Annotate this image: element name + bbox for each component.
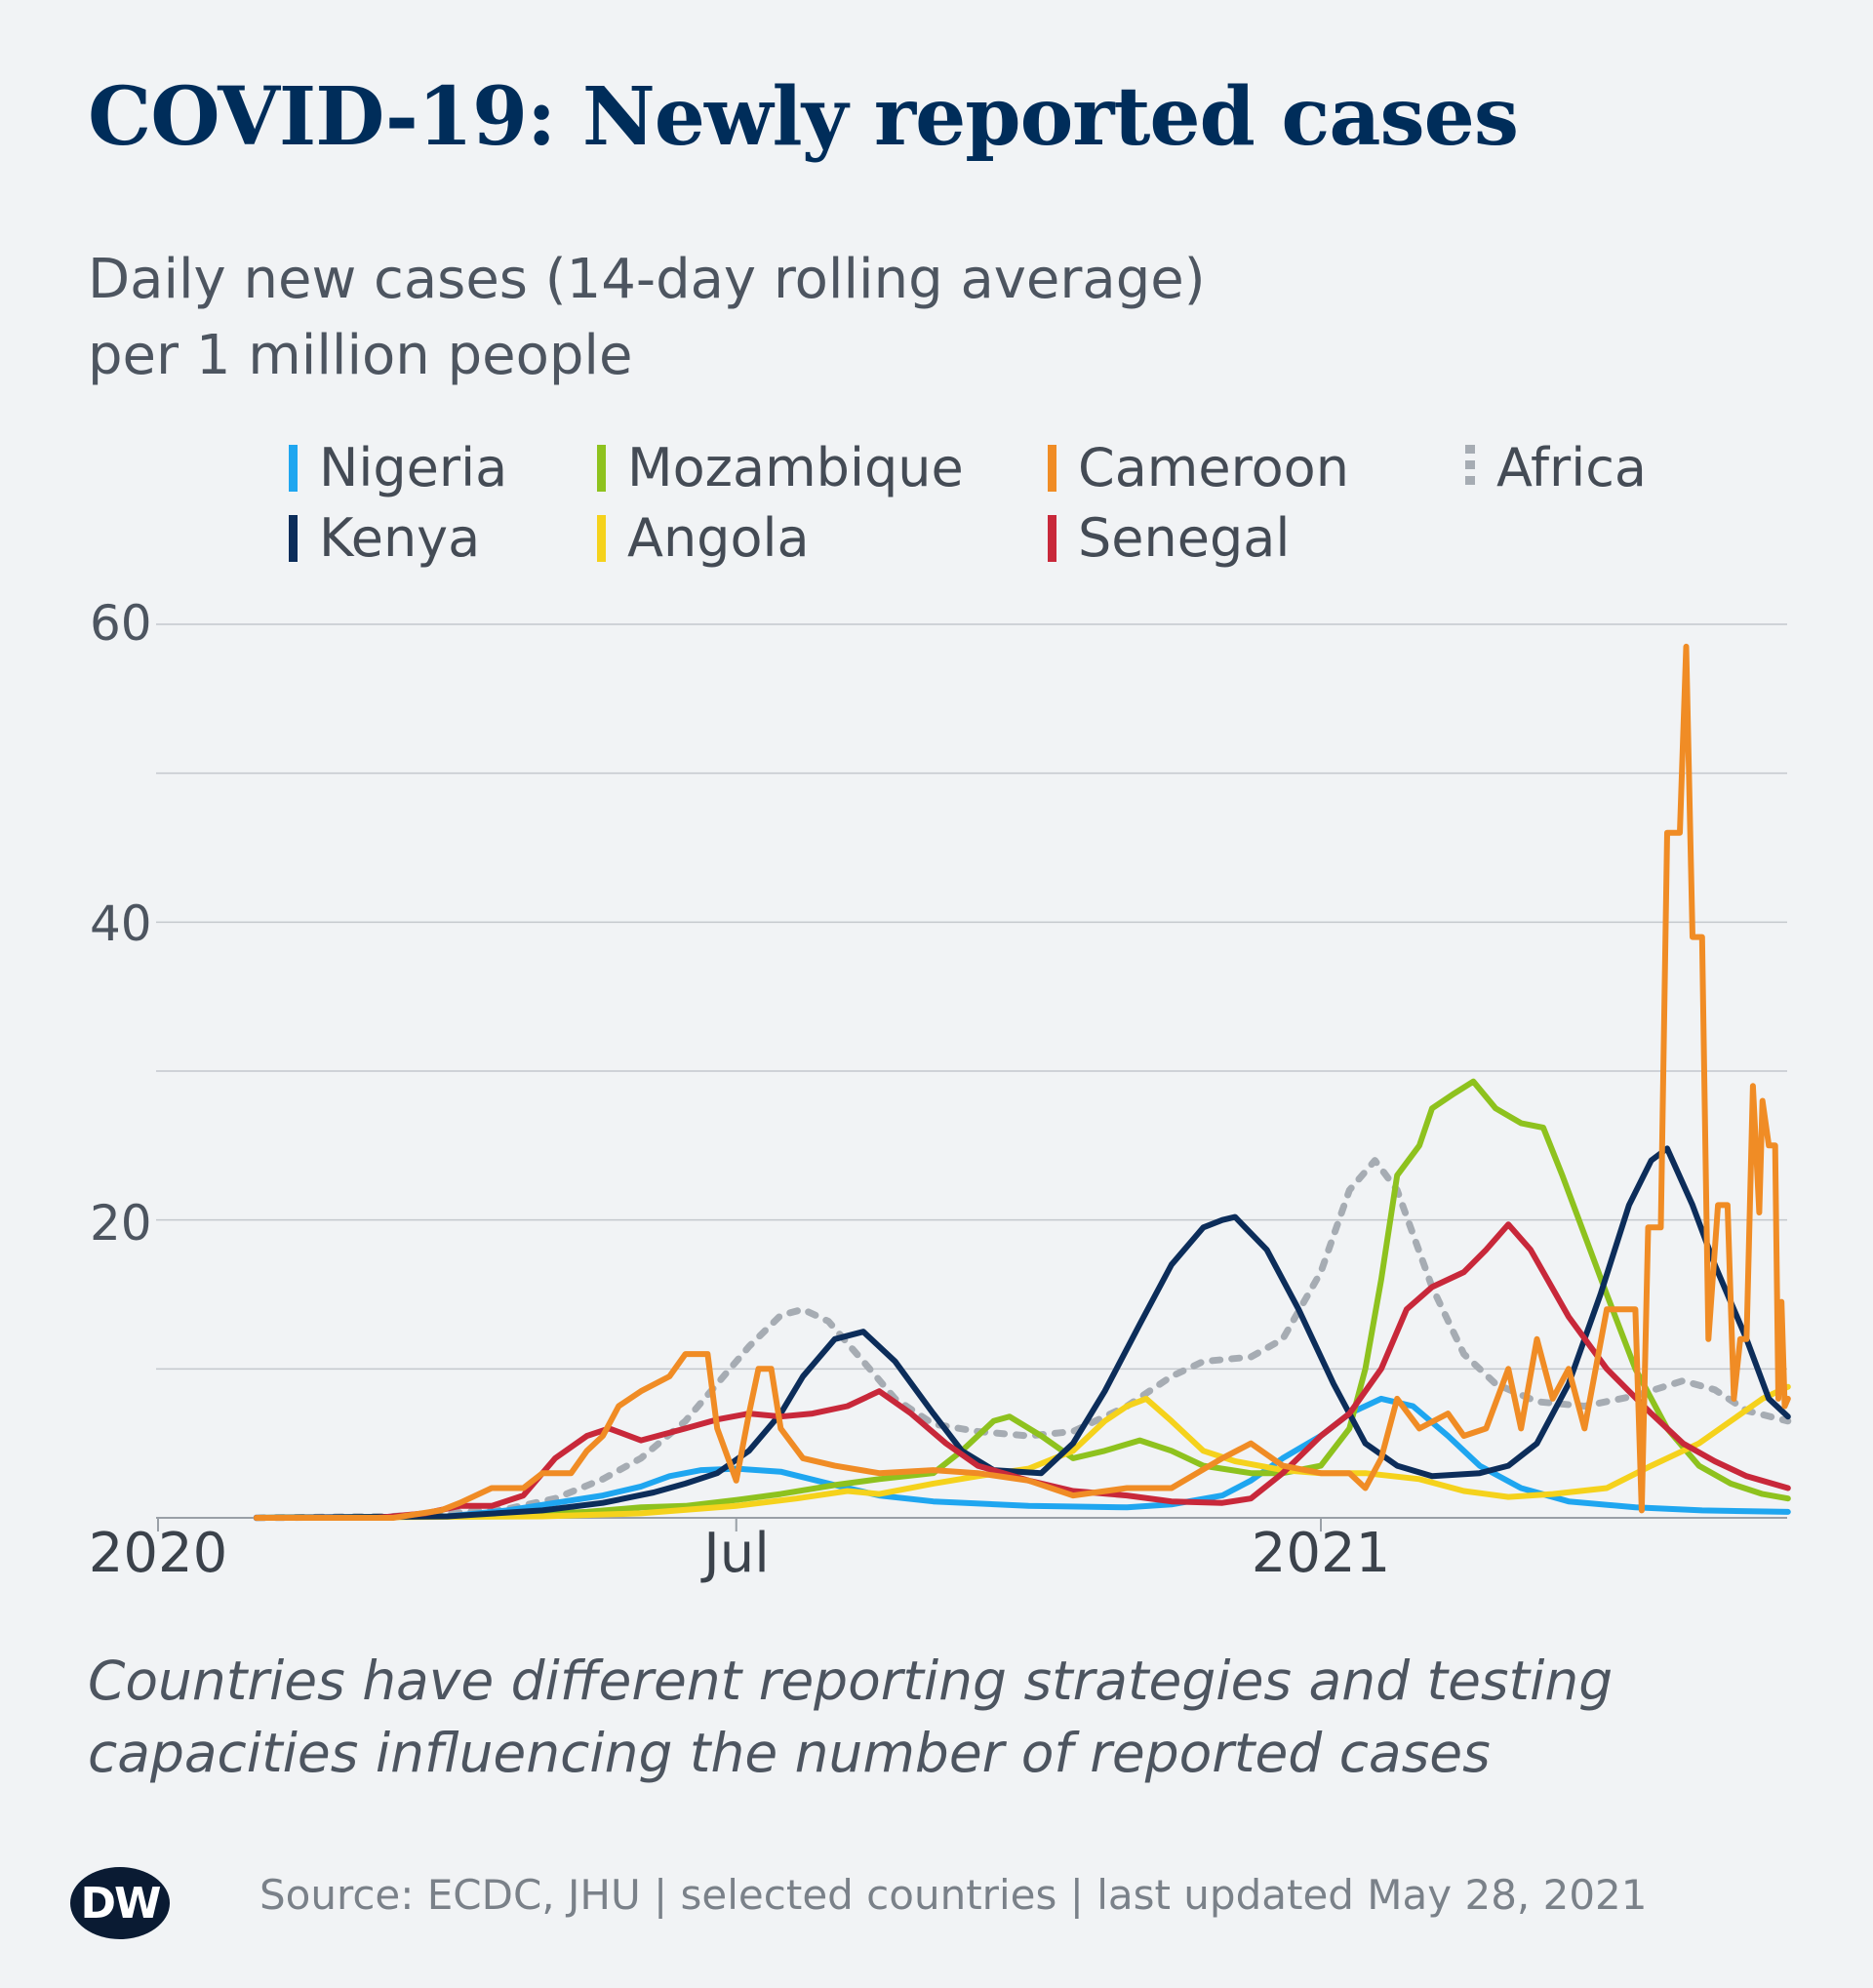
series-line-africa <box>253 1157 1792 1522</box>
footnote: Countries have different reporting strat… <box>88 1645 1746 1789</box>
legend-label: Nigeria <box>319 437 508 498</box>
subtitle-line-1: Daily new cases (14-day rolling average) <box>88 248 1206 311</box>
series-line-senegal <box>254 1221 1791 1521</box>
legend-swatch <box>597 514 606 562</box>
legend-swatch <box>597 444 606 492</box>
series-line-kenya <box>254 1145 1791 1521</box>
y-tick-label-20: 20 <box>90 1195 152 1252</box>
source-note: Source: ECDC, JHU | selected countries |… <box>259 1871 1648 1919</box>
legend-label: Angola <box>627 507 810 569</box>
legend-swatch <box>289 514 298 562</box>
legend-swatch <box>1048 514 1056 562</box>
legend-item-nigeria: Nigeria <box>289 437 507 498</box>
chart-subtitle: Daily new cases (14-day rolling average)… <box>88 242 1551 394</box>
legend-swatch <box>289 444 298 492</box>
y-tick-label-40: 40 <box>90 895 152 952</box>
y-tick-label-60: 60 <box>90 595 152 652</box>
legend-item-kenya: Kenya <box>289 507 480 569</box>
footnote-line-2: capacities influencing the number of rep… <box>88 1722 1491 1784</box>
legend-label: Africa <box>1496 437 1648 498</box>
legend-label: Cameroon <box>1078 437 1349 498</box>
legend-item-mozambique: Mozambique <box>597 437 964 498</box>
series-line-cameroon <box>254 643 1791 1521</box>
x-tick-label-2021: 2021 <box>1251 1522 1391 1585</box>
footnote-line-1: Countries have different reporting strat… <box>88 1650 1614 1712</box>
series-line-angola <box>254 1383 1791 1521</box>
legend-label: Senegal <box>1078 507 1291 569</box>
legend-swatch <box>1465 444 1475 492</box>
chart-title: COVID-19: Newly reported cases <box>88 70 1519 164</box>
legend-label: Kenya <box>319 507 481 569</box>
x-tick-label-2020: 2020 <box>88 1522 228 1585</box>
legend-item-senegal: Senegal <box>1048 507 1290 569</box>
dw-logo: DW <box>70 1867 170 1939</box>
legend-label: Mozambique <box>627 437 964 498</box>
series-line-nigeria <box>254 1395 1791 1521</box>
legend-item-africa: Africa <box>1465 437 1647 498</box>
legend-item-angola: Angola <box>597 507 810 569</box>
legend-swatch <box>1048 444 1056 492</box>
x-tick-label-jul: Jul <box>703 1522 770 1585</box>
legend-item-cameroon: Cameroon <box>1048 437 1349 498</box>
subtitle-line-2: per 1 million people <box>88 324 633 387</box>
